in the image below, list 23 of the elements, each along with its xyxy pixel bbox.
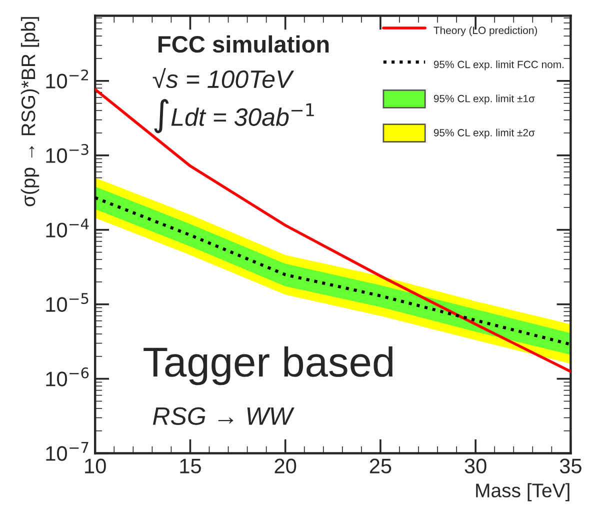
x-tick-label: 30 xyxy=(464,458,486,474)
annotation: RSG → WW xyxy=(152,407,294,425)
annotation: √s = 100TeV xyxy=(152,68,294,88)
y-tick-label: 10$^{−2}$ xyxy=(46,69,88,88)
y-tick-label: 10$^{−5}$ xyxy=(46,293,88,312)
legend-label: 95% CL exp. limit FCC nom. xyxy=(434,60,564,70)
annotation: Tagger based xyxy=(144,346,392,386)
x-axis-title: Mass [TeV] xyxy=(476,483,570,502)
annotation: FCC simulation xyxy=(158,35,329,53)
y-tick-label: 10$^{−6}$ xyxy=(46,367,89,386)
legend-label: Theory (LO prediction) xyxy=(434,26,537,36)
y-tick-label: 10$^{−4}$ xyxy=(46,218,89,238)
x-tick-label: 25 xyxy=(370,458,392,474)
x-tick-label: 15 xyxy=(180,458,201,474)
x-tick-label: 10 xyxy=(85,458,106,474)
annotation: ∫Ldt = 30ab$^{−1}$ xyxy=(154,98,314,134)
x-tick-label: 20 xyxy=(274,458,296,474)
y-tick-label: 10$^{−3}$ xyxy=(46,144,88,163)
legend-label: 95% CL exp. limit ±1σ xyxy=(434,94,535,104)
x-tick-label: 35 xyxy=(560,458,582,474)
y-axis-title: σ(pp → RSG)*BR [pb] xyxy=(20,17,40,206)
y-tick-label: 10$^{−7}$ xyxy=(46,442,88,461)
legend-label: 95% CL exp. limit ±2σ xyxy=(434,128,535,138)
